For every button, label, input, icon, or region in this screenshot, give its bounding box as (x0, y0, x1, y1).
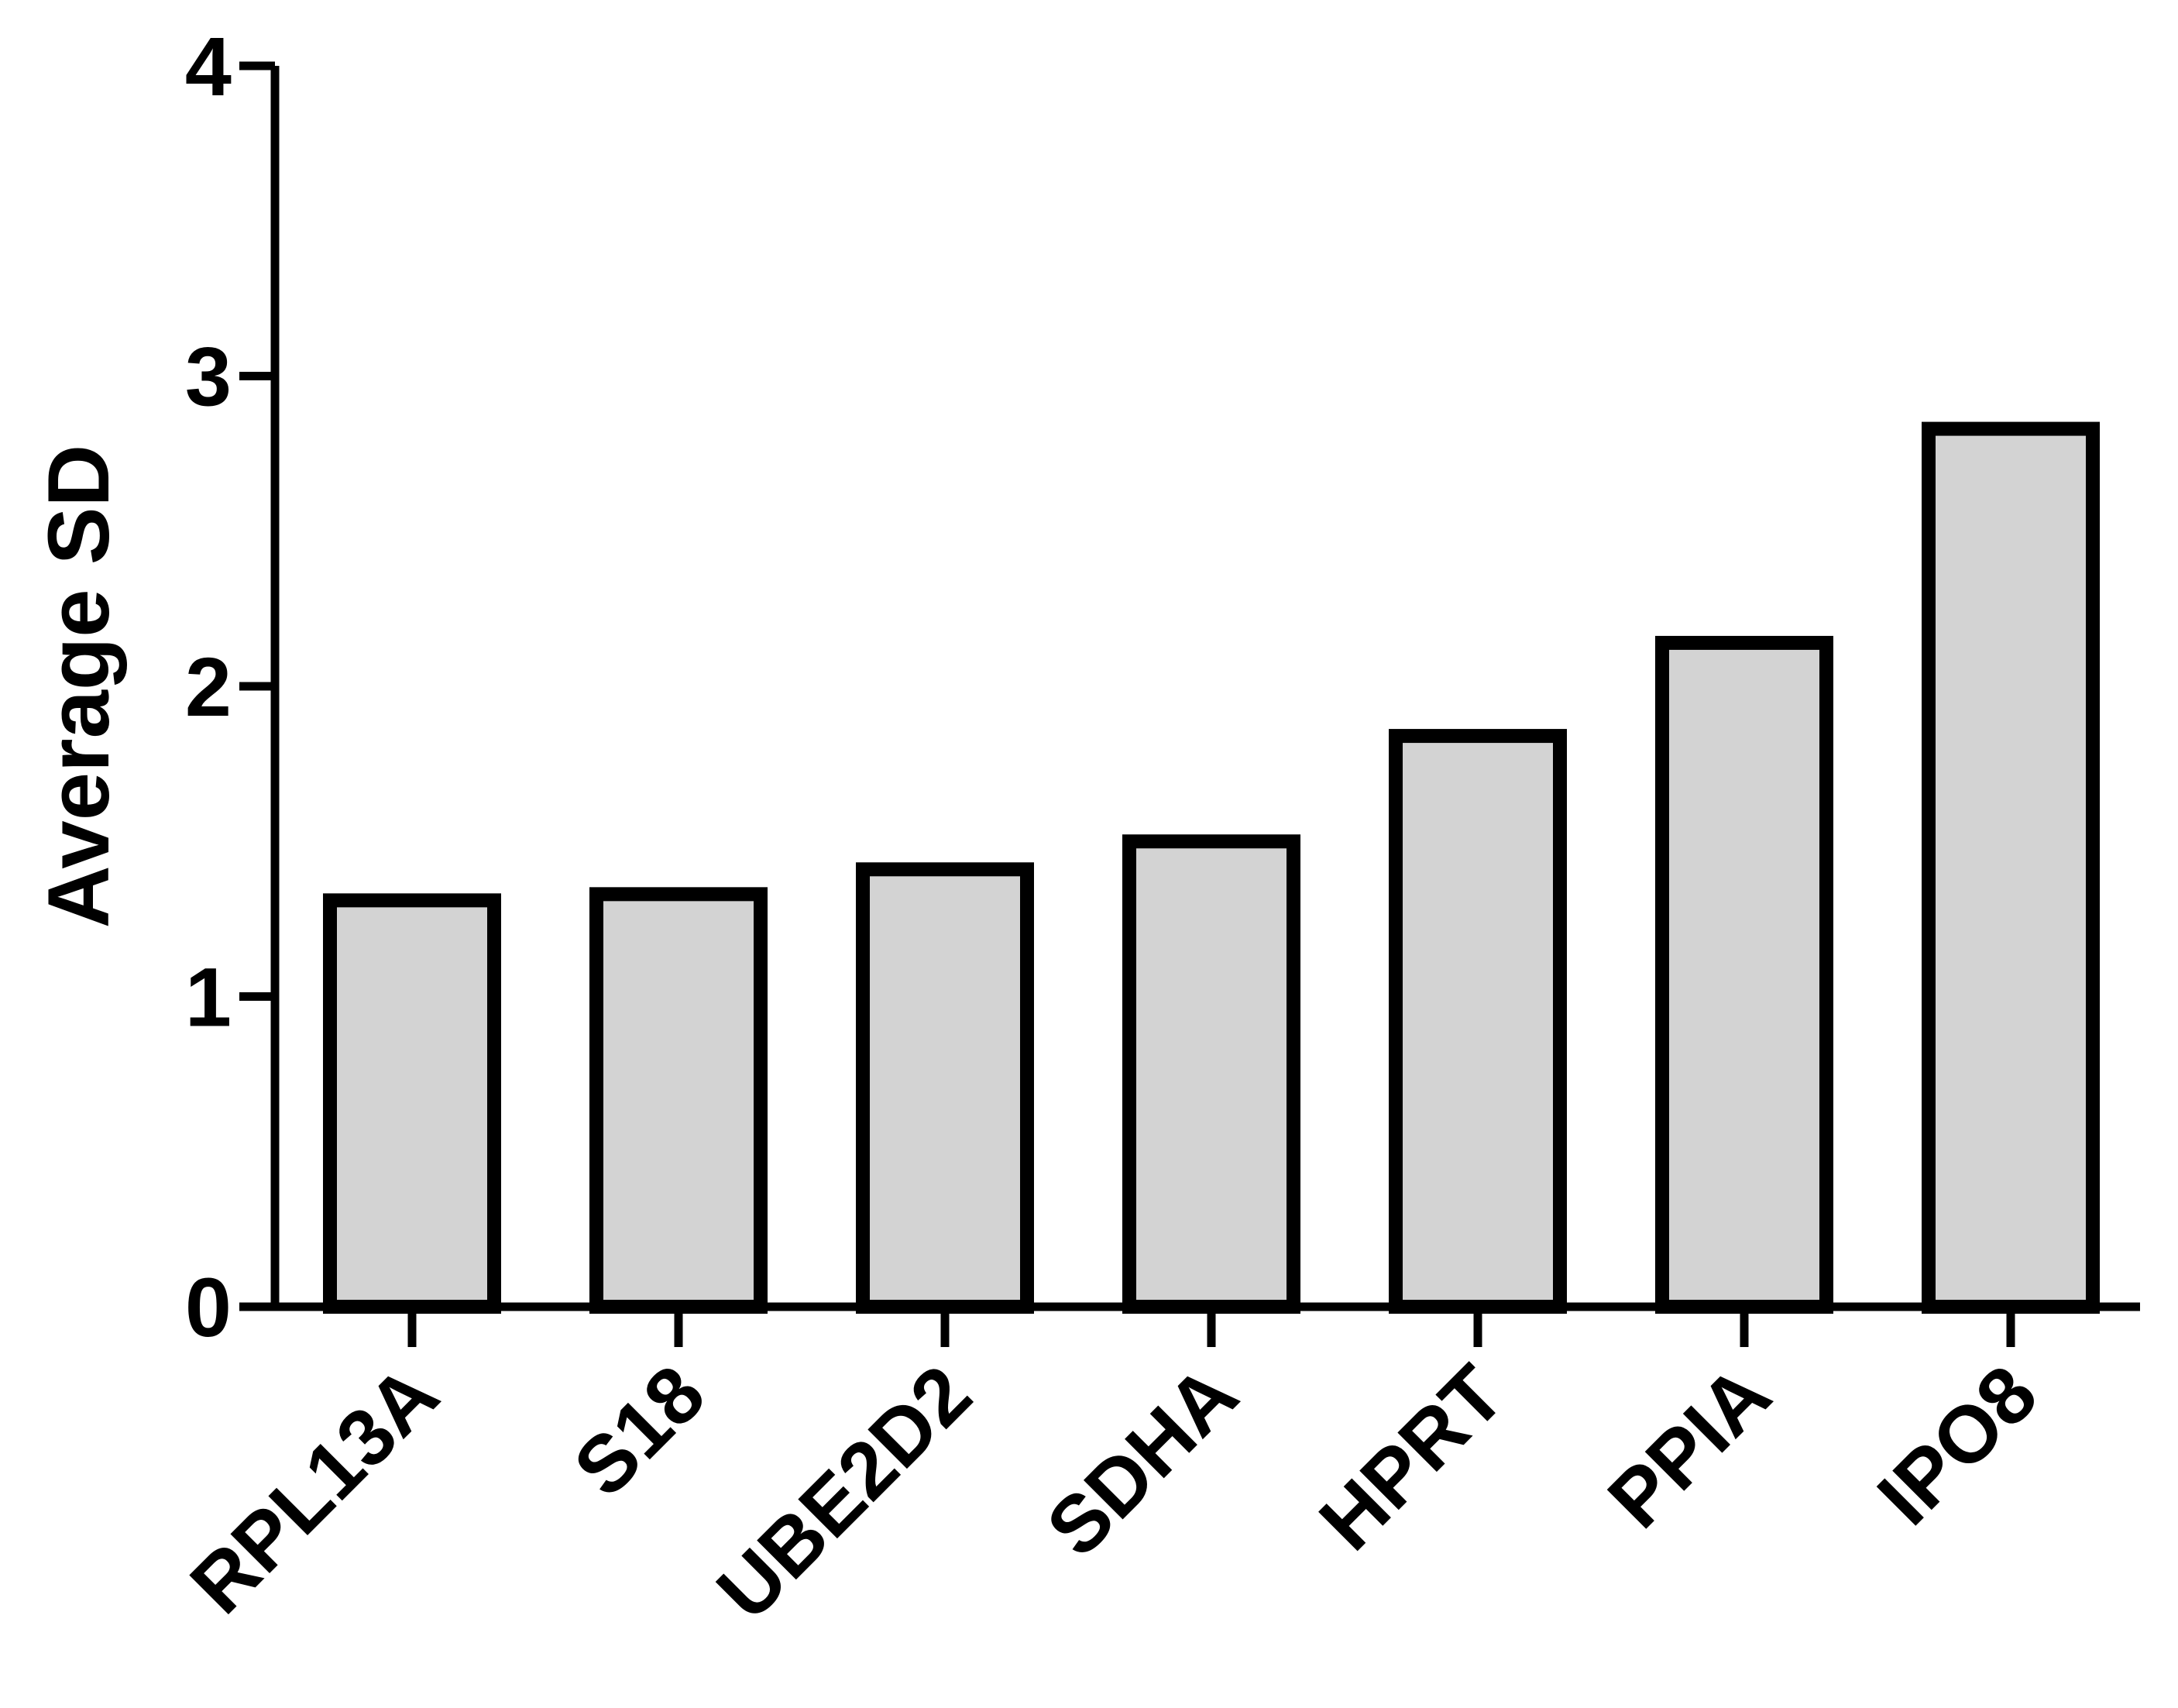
bar (1389, 729, 1567, 1314)
bar (1922, 421, 2100, 1315)
x-tick-label: UBE2D2 (700, 1349, 988, 1637)
bar (1122, 834, 1300, 1314)
x-tick-label: IPO8 (1861, 1349, 2055, 1542)
x-tick-label: SDHA (1030, 1349, 1255, 1573)
y-axis-title: Average SD (30, 445, 127, 929)
y-tick-label: 4 (185, 19, 232, 113)
y-tick-label: 2 (185, 640, 232, 734)
x-tick-label: S18 (557, 1349, 722, 1514)
bar (1655, 635, 1833, 1314)
y-tick-label: 0 (185, 1260, 232, 1354)
y-tick-label: 3 (185, 330, 232, 424)
x-tick-label: PPIA (1592, 1349, 1788, 1545)
y-tick-label: 1 (185, 950, 232, 1044)
x-tick-label: HPRT (1303, 1349, 1521, 1567)
bar (589, 887, 768, 1314)
bar (856, 862, 1034, 1315)
x-tick-label: RPL13A (173, 1349, 455, 1631)
bar (323, 893, 501, 1314)
